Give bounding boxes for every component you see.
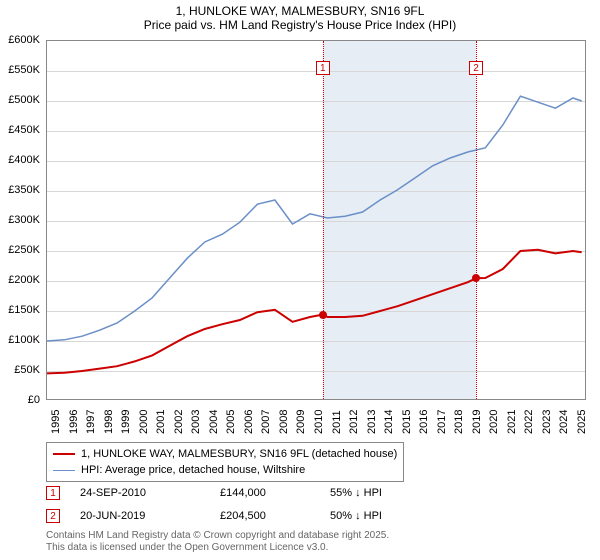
x-tick-label: 2001: [155, 410, 167, 434]
x-tick-label: 2006: [243, 410, 255, 434]
sale-row: 2 20-JUN-2019£204,50050% ↓ HPI: [46, 507, 450, 525]
x-tick-label: 1996: [68, 410, 80, 434]
chart-container: 1, HUNLOKE WAY, MALMESBURY, SN16 9FL Pri…: [0, 0, 600, 560]
series-hpi: [47, 96, 582, 341]
sale-hpi-delta: 55% ↓ HPI: [330, 487, 450, 499]
x-tick-label: 2014: [383, 410, 395, 434]
x-tick-label: 2025: [576, 410, 588, 434]
y-tick-label: £150K: [0, 304, 40, 316]
y-tick-label: £400K: [0, 154, 40, 166]
x-tick-label: 2023: [541, 410, 553, 434]
sales-table: 1 24-SEP-2010£144,00055% ↓ HPI 2 20-JUN-201…: [46, 484, 450, 530]
sale-marker-box: 1: [316, 61, 330, 75]
x-tick-label: 2000: [138, 410, 150, 434]
title-address: 1, HUNLOKE WAY, MALMESBURY, SN16 9FL: [0, 4, 600, 18]
footer-copyright: Contains HM Land Registry data © Crown c…: [46, 530, 389, 542]
x-tick-label: 2018: [453, 410, 465, 434]
sale-price: £204,500: [220, 510, 330, 522]
x-tick-label: 2024: [558, 410, 570, 434]
sale-marker-dot: [472, 274, 480, 282]
plot-region: 12: [46, 40, 586, 400]
legend-item: HPI: Average price, detached house, Wilt…: [53, 462, 397, 478]
y-tick-label: £350K: [0, 184, 40, 196]
sale-row-marker: 2: [46, 509, 60, 523]
title-block: 1, HUNLOKE WAY, MALMESBURY, SN16 9FL Pri…: [0, 0, 600, 34]
title-subtitle: Price paid vs. HM Land Registry's House …: [0, 18, 600, 32]
sale-row-marker: 1: [46, 486, 60, 500]
sale-marker-dot: [319, 311, 327, 319]
y-tick-label: £250K: [0, 244, 40, 256]
sale-marker-line: [323, 41, 324, 399]
legend-label: 1, HUNLOKE WAY, MALMESBURY, SN16 9FL (de…: [81, 448, 397, 460]
x-tick-label: 2002: [173, 410, 185, 434]
legend-label: HPI: Average price, detached house, Wilt…: [81, 464, 305, 476]
sale-marker-line: [476, 41, 477, 399]
x-tick-label: 2005: [225, 410, 237, 434]
y-tick-label: £600K: [0, 34, 40, 46]
y-tick-label: £500K: [0, 94, 40, 106]
x-tick-label: 2022: [523, 410, 535, 434]
x-tick-label: 2008: [278, 410, 290, 434]
series-price_paid: [47, 250, 582, 374]
legend: 1, HUNLOKE WAY, MALMESBURY, SN16 9FL (de…: [46, 442, 404, 482]
chart-area: 12 £0£50K£100K£150K£200K£250K£300K£350K£…: [46, 40, 586, 400]
sale-price: £144,000: [220, 487, 330, 499]
x-tick-label: 2003: [190, 410, 202, 434]
x-tick-label: 1995: [50, 410, 62, 434]
y-tick-label: £300K: [0, 214, 40, 226]
line-series-svg: [47, 41, 587, 401]
sale-date: 20-JUN-2019: [80, 510, 220, 522]
x-tick-label: 1997: [85, 410, 97, 434]
y-tick-label: £50K: [0, 364, 40, 376]
x-tick-label: 2004: [208, 410, 220, 434]
y-tick-label: £100K: [0, 334, 40, 346]
x-tick-label: 2021: [506, 410, 518, 434]
x-tick-label: 2007: [260, 410, 272, 434]
x-tick-label: 2016: [418, 410, 430, 434]
x-tick-label: 2015: [401, 410, 413, 434]
x-tick-label: 2017: [436, 410, 448, 434]
y-tick-label: £0: [0, 394, 40, 406]
x-tick-label: 2013: [366, 410, 378, 434]
sale-date: 24-SEP-2010: [80, 487, 220, 499]
x-tick-label: 1998: [103, 410, 115, 434]
x-tick-label: 1999: [120, 410, 132, 434]
x-tick-label: 2012: [348, 410, 360, 434]
x-tick-label: 2011: [331, 410, 343, 434]
legend-item: 1, HUNLOKE WAY, MALMESBURY, SN16 9FL (de…: [53, 446, 397, 462]
footer: Contains HM Land Registry data © Crown c…: [46, 530, 389, 554]
y-tick-label: £450K: [0, 124, 40, 136]
sale-row: 1 24-SEP-2010£144,00055% ↓ HPI: [46, 484, 450, 502]
x-tick-label: 2009: [295, 410, 307, 434]
x-tick-label: 2020: [488, 410, 500, 434]
legend-swatch: [53, 453, 75, 455]
footer-licence: This data is licensed under the Open Gov…: [46, 542, 389, 554]
y-tick-label: £550K: [0, 64, 40, 76]
y-tick-label: £200K: [0, 274, 40, 286]
x-tick-label: 2010: [313, 410, 325, 434]
x-tick-label: 2019: [471, 410, 483, 434]
sale-marker-box: 2: [469, 61, 483, 75]
legend-swatch: [53, 470, 75, 471]
sale-hpi-delta: 50% ↓ HPI: [330, 510, 450, 522]
